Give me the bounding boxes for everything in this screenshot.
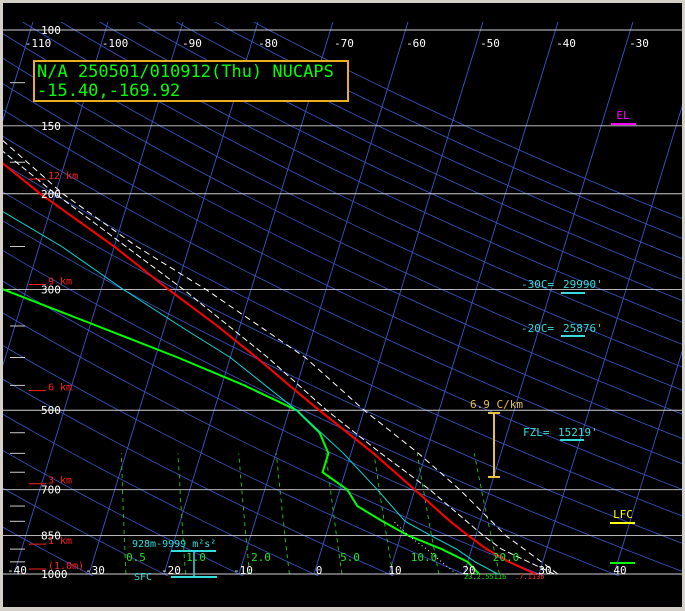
mixing-ratio-label: 2.0 [251, 551, 271, 564]
height-marker-label: 1 km [48, 536, 72, 547]
dry-adiabat-line [3, 163, 682, 490]
minus20c-label: -20C= [521, 322, 554, 335]
bottom-temperature-tick: 20 [462, 564, 475, 577]
bottom-temperature-tick: 10 [388, 564, 401, 577]
pressure-label: 150 [41, 120, 61, 133]
dry-adiabat-line [3, 109, 682, 439]
pressure-label: 100 [41, 24, 61, 37]
isotherm-line [613, 350, 682, 575]
top-temperature-tick: -40 [556, 37, 576, 50]
mixing-ratio-line [177, 453, 186, 575]
mixing-ratio-label: 1.0 [186, 551, 206, 564]
bottom-temperature-tick: 40 [613, 564, 626, 577]
series-parcel-trace [3, 140, 559, 575]
bottom-temperature-tick: -40 [7, 564, 27, 577]
bottom-temperature-tick: -10 [233, 564, 253, 577]
top-temperature-tick: -50 [480, 37, 500, 50]
dry-adiabat-line [175, 22, 682, 260]
dry-adiabat-line [3, 191, 682, 517]
top-temperature-tick: -60 [406, 37, 426, 50]
mixing-ratio-label: 0.5 [126, 551, 146, 564]
info-line1: N/A 250501/010912(Thu) NUCAPS [37, 62, 334, 82]
mixing-ratio-line [325, 453, 343, 575]
height-marker-label: 3 km [48, 476, 72, 487]
helicity-label: 928m-9999 m²s² [132, 539, 216, 550]
dry-adiabat-line [3, 345, 470, 576]
dry-adiabat-line [3, 83, 682, 415]
height-marker-label: 9 km [48, 277, 72, 288]
series-dewpoint [3, 288, 480, 575]
info-line2: -15.40,-169.92 [37, 81, 181, 101]
series-downdraft [393, 520, 457, 575]
skewt-plot: EL LFC -30C= 29990' -20C= 25876' FZL= 15219' 6.9… [3, 3, 682, 607]
dry-adiabat-line [22, 22, 682, 345]
dry-adiabat-line [3, 450, 244, 576]
pressure-label: 700 [41, 484, 61, 497]
pressure-label: 200 [41, 188, 61, 201]
pressure-label: 500 [41, 404, 61, 417]
series-wetbulb [3, 211, 499, 575]
top-temperature-tick: -30 [629, 37, 649, 50]
sfc-label: SFC [134, 572, 152, 583]
location-info-box: N/A 250501/010912(Thu) NUCAPS -15.40,-16… [33, 60, 349, 102]
top-temperature-tick: -70 [334, 37, 354, 50]
bottom-temperature-tick: 0 [316, 564, 323, 577]
pressure-label: 300 [41, 284, 61, 297]
surface-value-3: .7.1136 [515, 573, 545, 581]
mixing-ratio-label: 5.0 [340, 551, 360, 564]
mixing-ratio-label: 10.0 [411, 551, 438, 564]
dry-adiabat-line [3, 250, 682, 572]
surface-value-1: 23.2 [464, 573, 481, 581]
top-temperature-tick: -110 [25, 37, 52, 50]
minus20c-value: 25876' [563, 322, 603, 335]
dry-adiabat-line [3, 135, 682, 464]
height-marker-label: 6 km [48, 383, 72, 394]
dry-adiabat-line [3, 33, 682, 368]
height-marker-label: 12 km [48, 171, 78, 182]
isotherm-line [3, 22, 34, 122]
dry-adiabat-line [3, 487, 169, 576]
dry-adiabat-line [3, 312, 545, 576]
bottom-temperature-tick: -20 [161, 564, 181, 577]
top-temperature-tick: -90 [182, 37, 202, 50]
series-temperature [3, 162, 536, 575]
dry-adiabat-line [3, 57, 682, 391]
mixing-ratio-line [473, 453, 500, 575]
mixing-ratio-line [373, 453, 394, 575]
skewt-chart: EL LFC -30C= 29990' -20C= 25876' FZL= 15219' 6.9… [3, 22, 682, 583]
top-temperature-tick: -80 [258, 37, 278, 50]
dry-adiabat-line [3, 526, 94, 576]
lapse-rate-label: 6.9 C/km [470, 398, 523, 411]
height-marker-label: (1.0m) [48, 561, 84, 572]
minus30c-label: -30C= [521, 278, 554, 291]
minus30c-value: 29990' [563, 278, 603, 291]
dry-adiabat-line [99, 22, 682, 301]
fzl-value: 15219' [558, 426, 598, 439]
pressure-label: 850 [41, 530, 61, 543]
mixing-ratio-line [275, 453, 290, 575]
mixing-ratio-line [238, 453, 251, 575]
el-label: EL [616, 109, 630, 122]
dry-adiabat-line [3, 220, 682, 544]
series-virtual-temperature [3, 150, 555, 575]
pressure-label: 1000 [41, 568, 68, 581]
dry-adiabat-line [3, 280, 621, 576]
dry-adiabat-line [3, 378, 395, 576]
lfc-label: LFC [613, 508, 633, 521]
bottom-temperature-tick: 30 [538, 564, 551, 577]
bottom-temperature-tick: -30 [85, 564, 105, 577]
dry-adiabat-line [137, 22, 682, 280]
mixing-ratio-line [416, 453, 440, 575]
mixing-ratio-line [120, 453, 127, 575]
top-temperature-tick: -100 [102, 37, 129, 50]
mixing-ratio-label: 20.0 [493, 551, 520, 564]
dry-adiabat-line [60, 22, 682, 323]
surface-value-2: .55116 [481, 573, 506, 581]
dry-adiabat-line [3, 413, 320, 576]
fzl-label: FZL= [523, 426, 550, 439]
